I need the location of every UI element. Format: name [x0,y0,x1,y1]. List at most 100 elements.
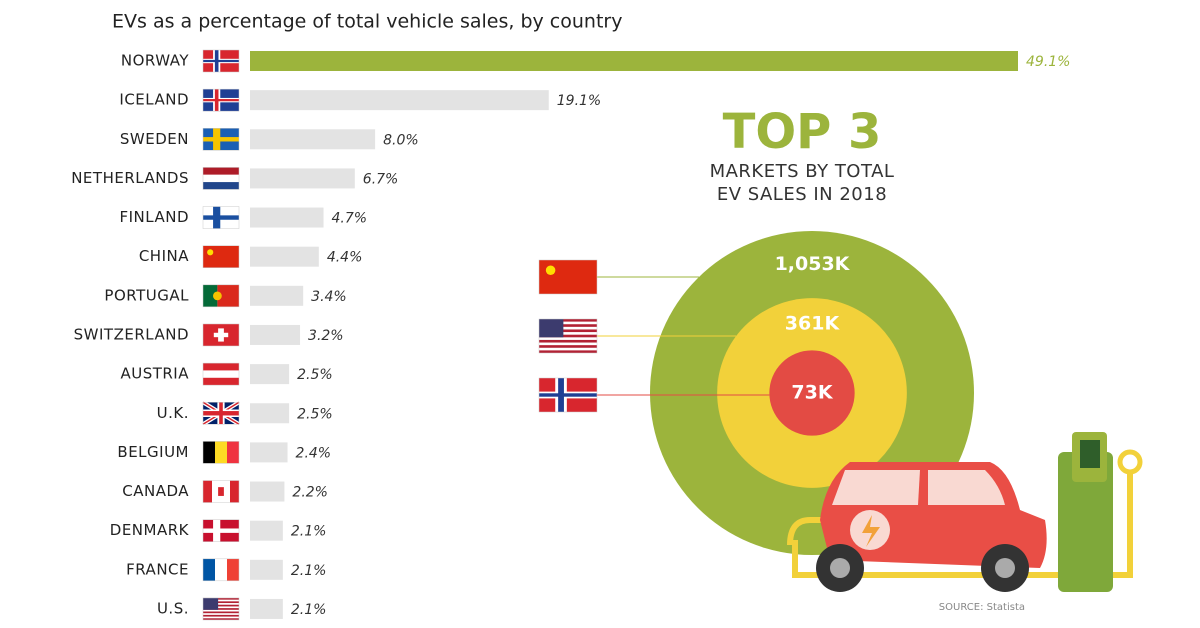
bar [250,442,288,463]
flag-part [213,291,222,301]
flag-star [545,265,556,275]
country-label: FRANCE [126,560,189,578]
flag-part [203,608,239,610]
flag-part [539,334,597,338]
flag-border [538,377,598,413]
car-window [928,470,1005,505]
flag-part [203,99,239,102]
flag-part [203,411,239,416]
flag-border [202,245,240,268]
flag-part [203,167,239,175]
country-label: U.S. [157,599,189,617]
flag [202,284,240,308]
flag-part [203,245,239,268]
value-label: 4.4% [327,250,363,266]
subtitle-box: MARKETS BY TOTAL EV SALES IN 2018 [709,161,895,205]
bar [250,129,376,150]
flag-border [202,362,240,386]
flag [202,480,240,503]
value-label: 8.0% [383,132,419,148]
bar [250,520,283,541]
hub [995,558,1015,578]
charger [1058,452,1113,592]
country-label: AUSTRIA [120,365,189,383]
flag [202,597,240,621]
bar [250,598,283,619]
flag-border [202,597,240,621]
flag-part [203,370,239,378]
flag-part [203,611,239,614]
bolt [862,515,880,547]
flag-border [202,128,240,151]
flag-part [203,363,239,371]
flag-border [202,441,240,464]
source: SOURCE: Statista [939,602,1025,613]
flag-part [203,182,239,190]
bar [250,364,290,385]
flag-part [203,597,219,610]
flag [202,88,240,112]
value-label: 6.7% [363,171,399,187]
flag-border [202,558,240,582]
ring-label: 73K [791,382,833,404]
flag [202,323,240,347]
flag-part [203,618,239,620]
flag-border [202,206,240,229]
value-label: 3.2% [308,328,344,344]
flag-part [215,441,227,464]
country-label: BELGIUM [117,443,189,461]
value-label: 4.7% [332,211,368,227]
value-label: 2.1% [291,602,327,618]
flag-border [202,323,240,347]
flag-border [202,284,240,308]
flag-border [538,318,598,354]
country-label: PORTUGAL [104,286,189,304]
flag-border [202,480,240,503]
bar [250,168,355,189]
value-label: 19.1% [557,93,601,109]
bar [250,285,304,306]
flag-part [213,332,229,338]
flag-part [539,319,597,322]
flag-part [215,558,227,581]
flag [202,519,240,542]
country-label: CHINA [139,247,189,265]
bar [250,481,285,502]
top-subtitle: MARKETS BY TOTAL EV SALES IN 2018 [709,161,895,205]
flag-part [539,345,597,348]
flag-part [203,597,239,600]
value-label: 2.1% [291,524,327,540]
flag-part [203,604,239,607]
flag-part [539,260,597,294]
bar [250,207,324,228]
bar [250,51,1018,71]
flag-part [227,441,239,464]
bar [250,559,283,580]
bar-chart-title: EVs as a percentage of total vehicle sal… [112,11,622,33]
country-label: SWITZERLAND [74,325,189,343]
flag-part [203,215,239,220]
bar [250,246,319,267]
flag-part [203,137,239,142]
flag-part [203,59,239,63]
flag-part [217,284,239,307]
flag-border [202,402,240,425]
flag-part [218,487,224,496]
cable [792,470,1133,578]
flag-star [207,249,214,256]
flag [538,377,598,413]
flag-border [202,88,240,112]
flag [202,128,240,151]
hub [830,558,850,578]
flag-part [203,480,212,503]
ring-label: 361K [785,313,841,335]
flag-part [203,441,215,464]
flag-part [203,528,239,533]
flag-part [539,339,597,343]
country-label: CANADA [122,482,189,500]
flag-part [539,324,597,327]
flag-part [203,558,215,581]
flag-part [539,350,597,353]
bar [250,324,301,345]
